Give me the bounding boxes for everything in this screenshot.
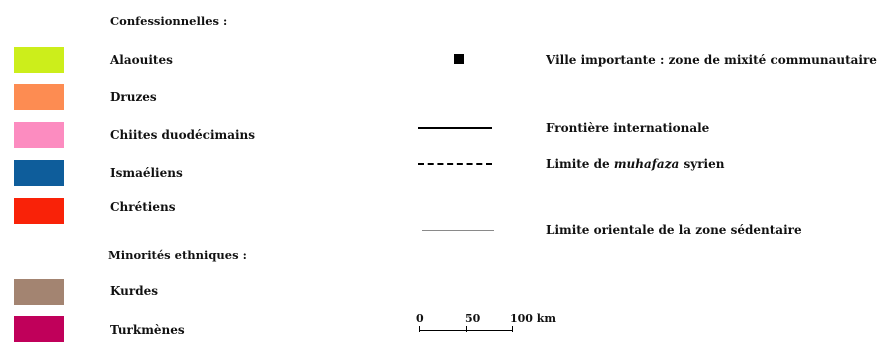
legend-item-chiites: Chiites duodécimains: [0, 122, 300, 148]
ethnic-heading: Minorités ethniques :: [108, 248, 247, 262]
legend-label-sedentary: Limite orientale de la zone sédentaire: [546, 223, 802, 237]
legend-label-city: Ville importante : zone de mixité commun…: [546, 53, 877, 67]
legend-label-turkmenes: Turkmènes: [110, 323, 185, 337]
legend-item-mohafaza: Limite de muhafaza syrien: [410, 155, 880, 175]
legend-item-turkmenes: Turkmènes: [0, 316, 300, 342]
swatch-alaouites: [14, 47, 64, 73]
legend-label-kurdes: Kurdes: [110, 284, 158, 298]
swatch-druzes: [14, 84, 64, 110]
swatch-kurdes: [14, 279, 64, 305]
legend-item-alaouites: Alaouites: [0, 47, 300, 73]
legend-label-frontier: Frontière internationale: [546, 121, 710, 135]
legend-item-chretiens: Chrétiens: [0, 198, 300, 224]
scale-label-hundred: 100 km: [510, 312, 557, 325]
legend-label-mohafaza: Limite de muhafaza syrien: [546, 157, 724, 171]
swatch-ismaeliens: [14, 160, 64, 186]
confessional-heading: Confessionnelles :: [110, 14, 228, 28]
mohafaza-label-before: Limite de: [546, 157, 610, 171]
solid-line-icon: [418, 127, 492, 129]
swatch-chretiens: [14, 198, 64, 224]
legend-label-chretiens: Chrétiens: [110, 200, 176, 214]
legend-item-kurdes: Kurdes: [0, 279, 300, 305]
scale-tick-fifty: [466, 326, 467, 332]
swatch-turkmenes: [14, 316, 64, 342]
legend-label-ismaeliens: Ismaéliens: [110, 166, 183, 180]
legend-item-sedentary: Limite orientale de la zone sédentaire: [410, 221, 880, 241]
legend-label-chiites: Chiites duodécimains: [110, 128, 256, 142]
mohafaza-label-italic: muhafaza: [613, 157, 680, 171]
legend-item-ismaeliens: Ismaéliens: [0, 160, 300, 186]
thin-grey-line-icon: [422, 230, 494, 231]
legend-item-druzes: Druzes: [0, 84, 300, 110]
scale-tick-hundred: [512, 326, 513, 332]
scale-label-zero: 0: [416, 312, 424, 325]
legend-item-city: Ville importante : zone de mixité commun…: [410, 51, 880, 71]
scale-line: [419, 330, 512, 331]
city-square-icon: [454, 54, 464, 64]
dashed-line-icon: [418, 163, 492, 165]
scale-bar: 0 50 100 km: [412, 312, 572, 338]
mohafaza-label-after: syrien: [683, 157, 725, 171]
swatch-chiites: [14, 122, 64, 148]
scale-tick-zero: [419, 326, 420, 332]
legend-label-alaouites: Alaouites: [110, 53, 173, 67]
legend-label-druzes: Druzes: [110, 90, 157, 104]
legend-item-frontier: Frontière internationale: [410, 119, 880, 139]
scale-label-fifty: 50: [465, 312, 481, 325]
